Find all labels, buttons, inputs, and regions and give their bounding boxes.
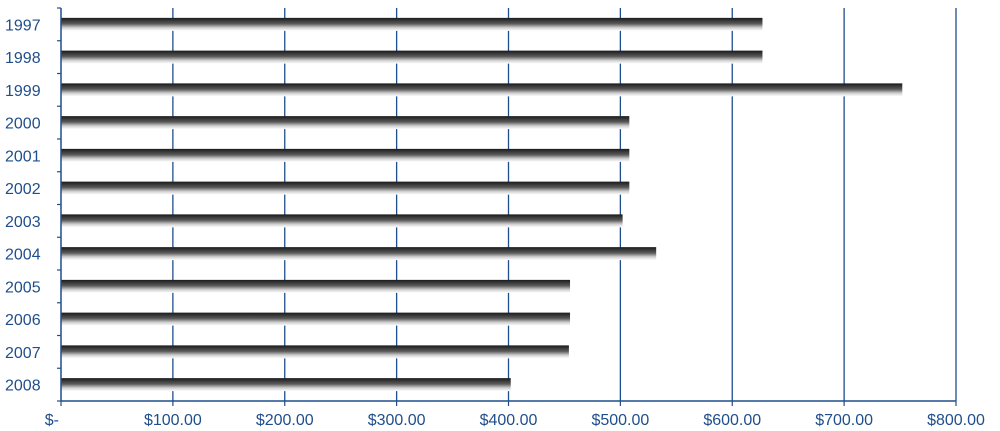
y-tick-label-2004: 2004 bbox=[5, 247, 41, 264]
x-tick-label-600: $600.00 bbox=[703, 412, 761, 429]
x-tick-label-500: $500.00 bbox=[591, 412, 649, 429]
bar-2002 bbox=[61, 181, 630, 195]
y-tick-label-2007: 2007 bbox=[5, 345, 41, 362]
y-tick-label-2002: 2002 bbox=[5, 181, 41, 198]
bar-1999 bbox=[61, 83, 903, 97]
x-tick-label-100: $100.00 bbox=[144, 412, 202, 429]
bar-1998 bbox=[61, 50, 763, 64]
x-tick-label-300: $300.00 bbox=[368, 412, 426, 429]
bar-2007 bbox=[61, 345, 569, 359]
axes bbox=[57, 7, 957, 406]
bar-2005 bbox=[61, 279, 571, 293]
y-tick-label-2003: 2003 bbox=[5, 214, 41, 231]
y-tick-label-2008: 2008 bbox=[5, 378, 41, 395]
x-tick-label-700: $700.00 bbox=[815, 412, 873, 429]
x-tick-label-800: $800.00 bbox=[927, 412, 985, 429]
y-tick-label-2005: 2005 bbox=[5, 279, 41, 296]
bar-2004 bbox=[61, 247, 657, 261]
y-tick-label-1998: 1998 bbox=[5, 50, 41, 67]
y-tick-label-2001: 2001 bbox=[5, 148, 41, 165]
gridlines bbox=[172, 8, 957, 401]
x-tick-label-400: $400.00 bbox=[480, 412, 538, 429]
y-tick-label-2000: 2000 bbox=[5, 116, 41, 133]
x-tick-label-200: $200.00 bbox=[256, 412, 314, 429]
y-tick-label-2006: 2006 bbox=[5, 312, 41, 329]
bar-2000 bbox=[61, 116, 630, 130]
bar-2008 bbox=[61, 378, 511, 392]
bar-2006 bbox=[61, 312, 571, 326]
x-tick-label-0: $- bbox=[45, 412, 59, 429]
bar-1997 bbox=[61, 17, 763, 31]
bar-2003 bbox=[61, 214, 623, 228]
tick-labels: 1997 1998 1999 2000 2001 2002 2003 2004 2005 2006… bbox=[5, 17, 985, 429]
bars bbox=[61, 17, 903, 392]
y-tick-label-1999: 1999 bbox=[5, 83, 41, 100]
bar-2001 bbox=[61, 148, 630, 162]
y-tick-label-1997: 1997 bbox=[5, 17, 41, 34]
